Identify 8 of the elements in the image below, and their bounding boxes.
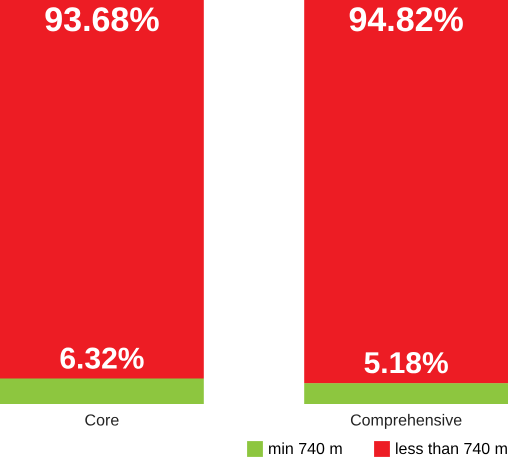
- data-label: 94.82%: [348, 1, 464, 39]
- legend-label: less than 740 m: [395, 441, 508, 458]
- x-tick-label: Comprehensive: [350, 412, 462, 430]
- data-label: 5.18%: [364, 347, 449, 380]
- data-label: 93.68%: [44, 1, 160, 39]
- legend-label: min 740 m: [268, 441, 343, 458]
- x-tick-label: Core: [84, 412, 120, 430]
- data-label: 6.32%: [59, 342, 144, 376]
